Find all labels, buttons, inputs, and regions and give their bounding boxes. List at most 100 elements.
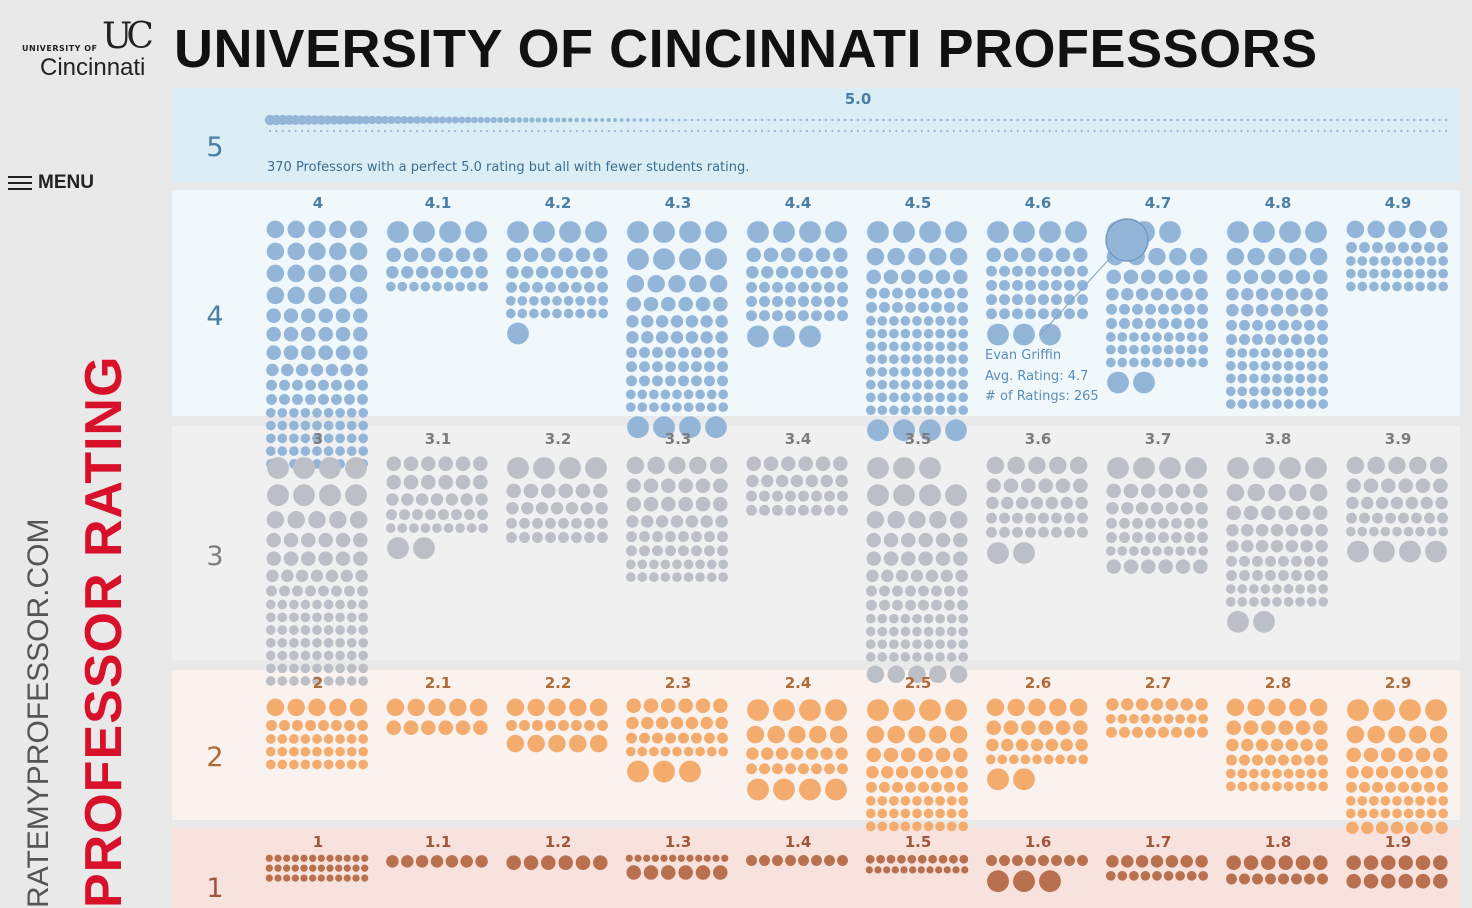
dot	[717, 545, 728, 557]
dot	[877, 367, 888, 377]
dot	[545, 517, 556, 529]
dot	[265, 446, 276, 456]
dot	[625, 572, 636, 582]
perfect-dot	[1259, 129, 1262, 133]
dot	[1272, 360, 1282, 371]
dot	[1225, 386, 1236, 397]
dot	[558, 720, 569, 731]
dot	[386, 509, 397, 521]
dot	[1295, 399, 1305, 409]
dot	[1171, 318, 1182, 329]
perfect-dot	[767, 129, 770, 133]
dot	[1300, 303, 1313, 317]
dot	[900, 405, 911, 416]
perfect-dot	[1400, 129, 1403, 133]
row-band-5	[172, 88, 1460, 182]
dot	[1193, 483, 1208, 499]
dot	[798, 504, 809, 516]
dot	[1106, 318, 1117, 329]
dot	[935, 328, 945, 339]
dot	[695, 296, 711, 312]
dot	[527, 734, 545, 753]
dot	[1073, 478, 1088, 493]
dot	[1279, 457, 1301, 479]
perfect-dot	[1297, 129, 1301, 133]
dot	[678, 698, 693, 713]
dot	[326, 854, 334, 862]
dot	[385, 281, 396, 292]
perfect-dot	[1304, 129, 1307, 133]
dot	[879, 585, 890, 597]
dot	[1398, 747, 1413, 763]
dot	[532, 532, 543, 543]
dot	[1247, 698, 1265, 717]
dot	[265, 676, 276, 686]
dot	[761, 265, 774, 279]
dot	[358, 734, 369, 744]
dot	[277, 446, 288, 456]
dot	[585, 457, 607, 479]
dot	[892, 599, 903, 611]
dot	[1119, 517, 1130, 529]
dot	[1261, 720, 1276, 735]
perfect-dot	[1061, 118, 1064, 122]
perfect-dot	[824, 118, 828, 122]
dot	[409, 523, 419, 533]
dot	[1369, 268, 1379, 279]
dot	[318, 345, 333, 360]
perfect-dot	[484, 116, 491, 124]
dot	[357, 379, 368, 391]
perfect-dot	[368, 115, 377, 125]
dot	[958, 316, 969, 326]
dot	[647, 275, 665, 293]
dot	[1249, 596, 1259, 607]
dot	[1197, 726, 1208, 738]
dot	[1195, 501, 1208, 515]
dot	[785, 504, 796, 516]
dot	[717, 375, 728, 387]
perfect-dot	[342, 115, 352, 125]
dot	[1237, 596, 1248, 607]
dot	[1346, 747, 1361, 763]
dot	[550, 501, 564, 515]
menu-button[interactable]: MENU	[8, 172, 94, 194]
perfect-dot	[1074, 129, 1077, 133]
dot	[865, 866, 873, 874]
dot	[1038, 247, 1053, 263]
dot	[1064, 265, 1075, 277]
dot	[1163, 713, 1174, 724]
dot	[865, 613, 876, 624]
dot	[643, 865, 659, 880]
dot	[625, 559, 636, 570]
perfect-dot	[490, 116, 497, 124]
dot	[1433, 747, 1448, 763]
dot	[683, 559, 694, 570]
perfect-dot	[1182, 129, 1186, 133]
dot	[1306, 360, 1317, 371]
dot	[289, 599, 299, 610]
dot	[712, 854, 720, 862]
dot	[265, 637, 276, 648]
dot	[691, 347, 702, 358]
row-label-4: 4	[206, 301, 223, 332]
dot	[678, 478, 693, 493]
dot	[443, 281, 454, 292]
dot	[935, 795, 945, 806]
dot	[901, 532, 916, 548]
perfect-dot	[1253, 129, 1256, 133]
dot	[925, 765, 939, 779]
perfect-dot	[722, 129, 725, 133]
dot	[358, 407, 369, 418]
dot	[386, 698, 405, 717]
dot	[1306, 348, 1317, 358]
dot	[900, 316, 911, 326]
dot	[289, 676, 299, 686]
dot	[1317, 873, 1328, 885]
perfect-dot	[555, 117, 561, 123]
dot	[295, 569, 309, 583]
dot	[1105, 357, 1116, 368]
dot	[277, 734, 288, 744]
perfect-dot	[1310, 129, 1313, 133]
dot	[349, 242, 368, 261]
dot	[1433, 873, 1448, 889]
